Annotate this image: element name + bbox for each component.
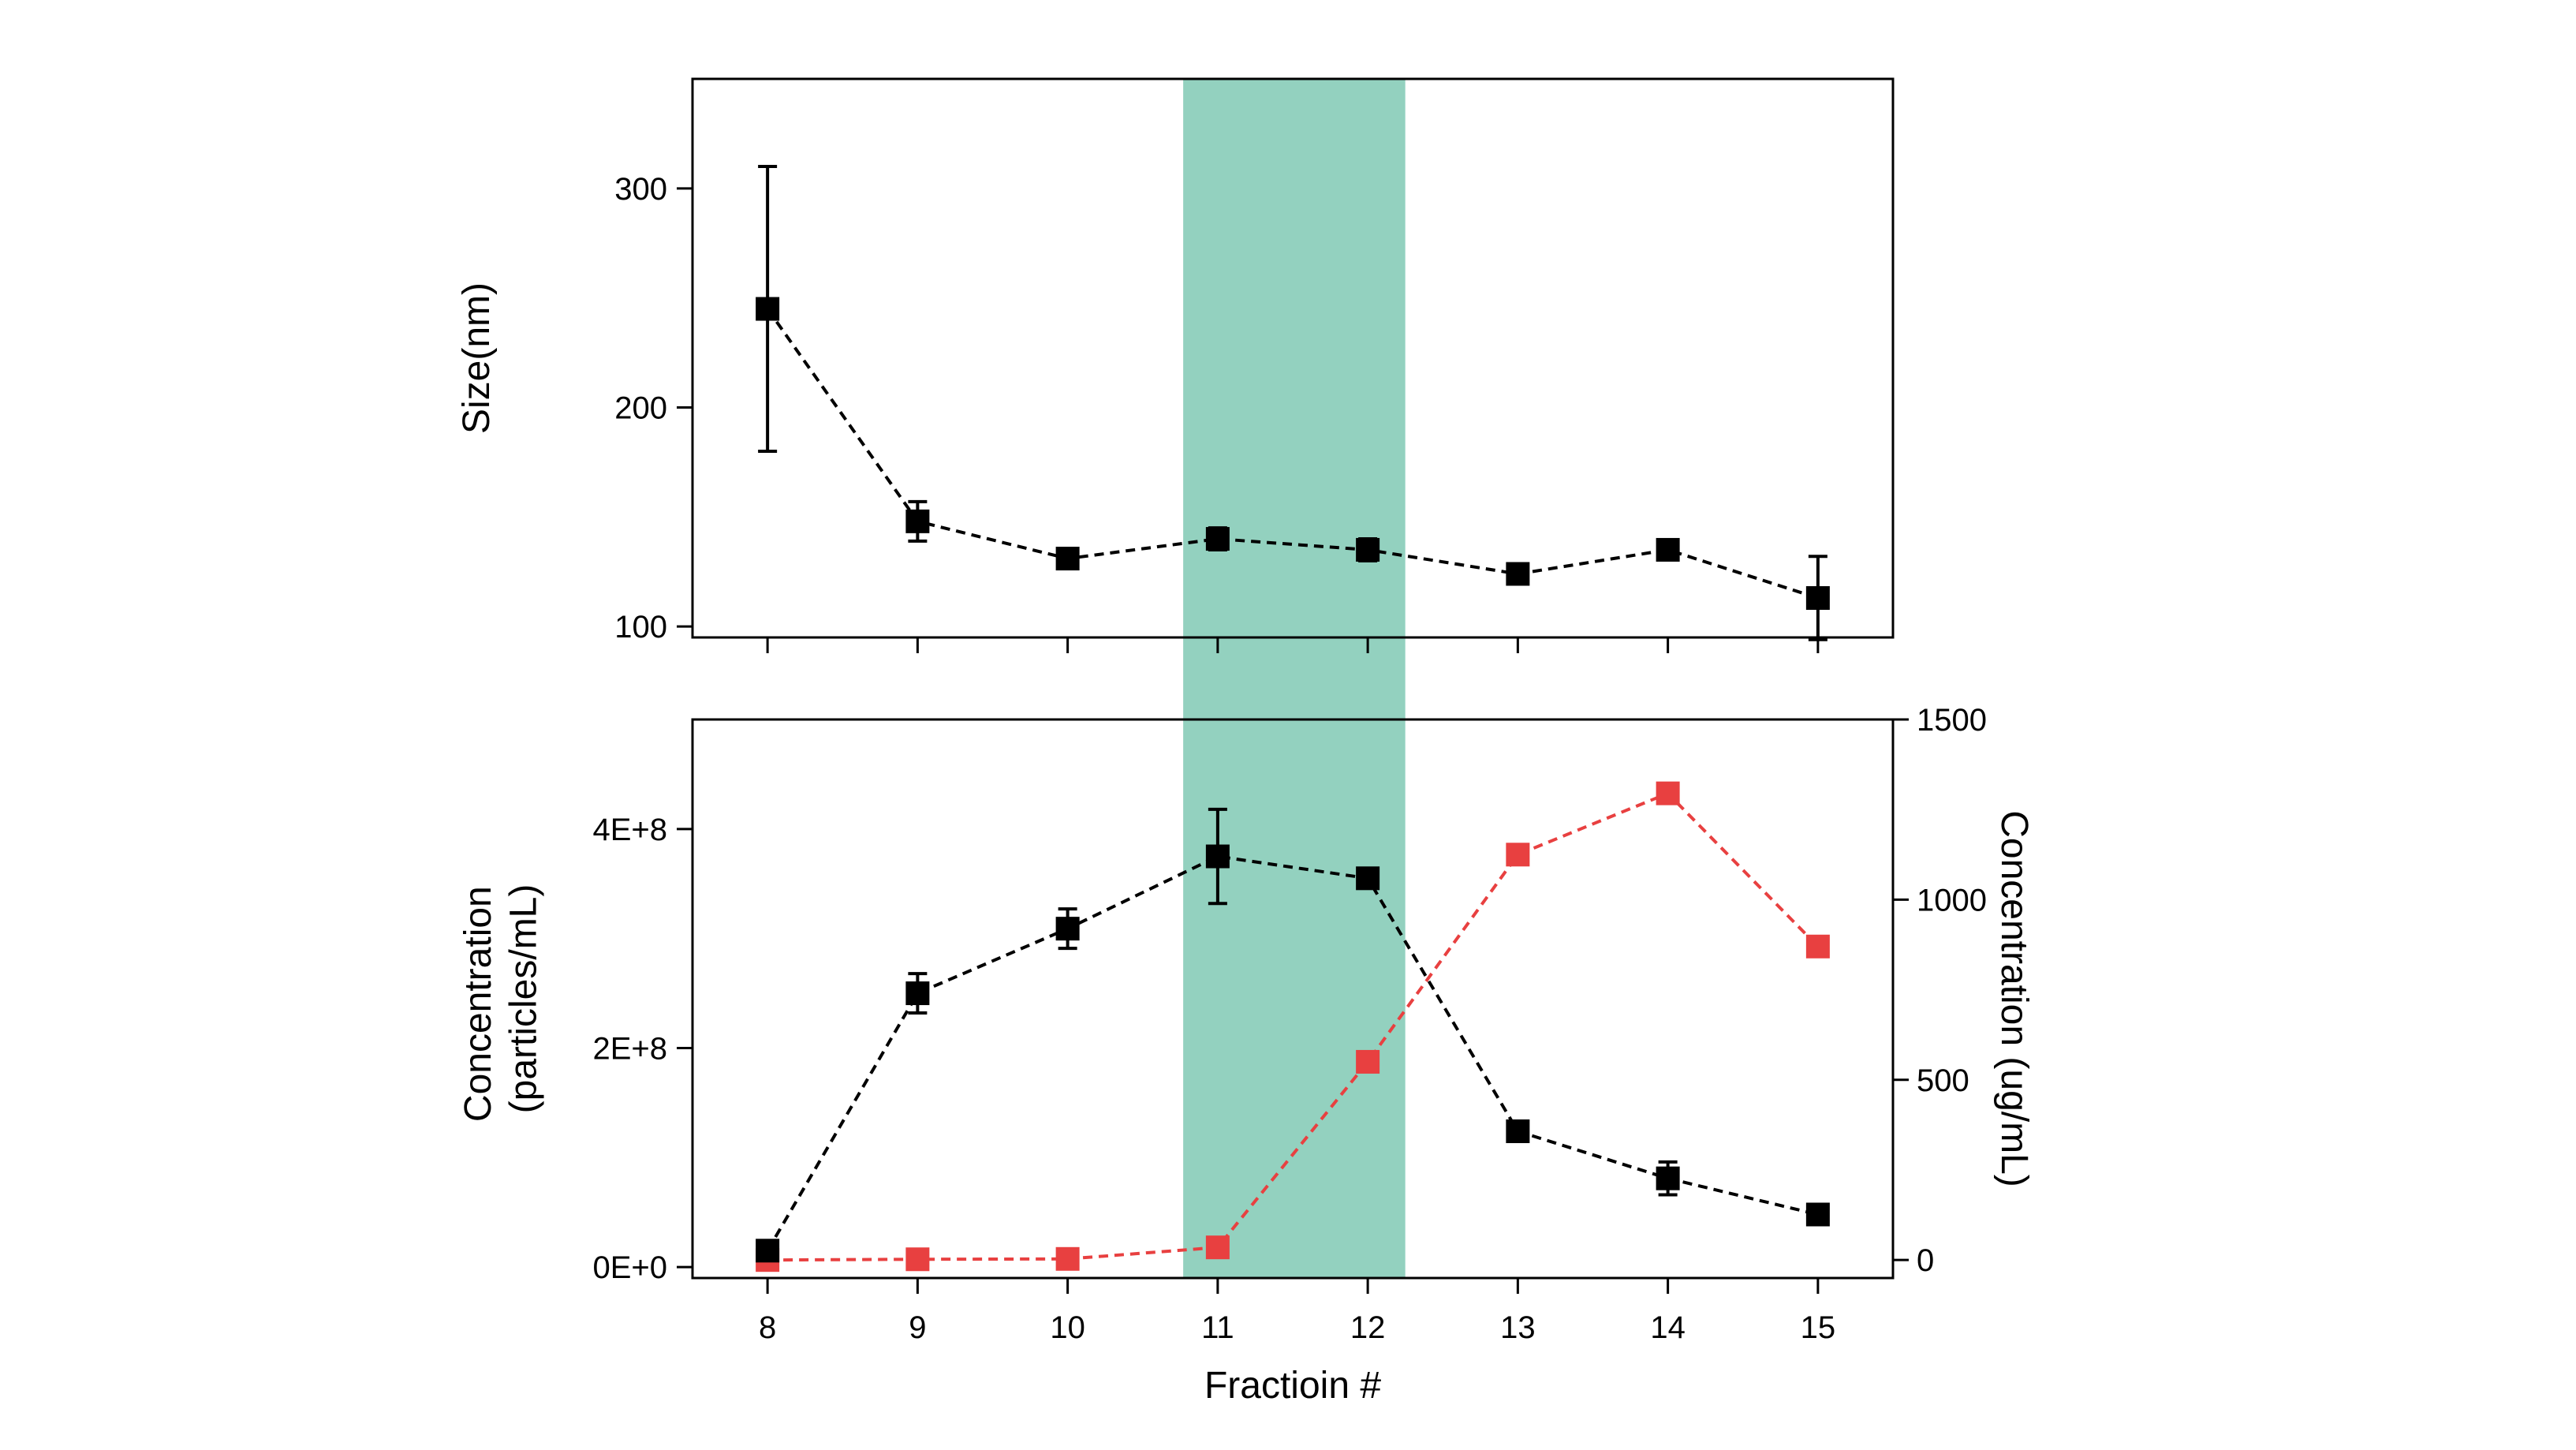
x-tick-label: 11 — [1201, 1310, 1234, 1345]
x-tick-label: 9 — [909, 1310, 926, 1345]
particle-concentration-line — [766, 854, 1819, 1252]
protein-concentration-point — [1205, 1235, 1230, 1260]
top-panel: 100 200 300 Size(nm) — [456, 77, 1895, 653]
size-point — [1356, 537, 1380, 562]
bottom-left-y-axis-title: Concentration (particles/mL) — [457, 876, 545, 1122]
bottom-left-y-axis-title-line-2: (particles/mL) — [503, 884, 545, 1114]
x-tick-label: 10 — [1050, 1310, 1085, 1345]
bottom-y2-tick-label: 500 — [1917, 1063, 1969, 1098]
x-tick-label: 13 — [1500, 1310, 1536, 1345]
bottom-x-axis: 8 9 10 11 12 13 14 15 — [759, 1278, 1835, 1345]
top-y-tick-label: 100 — [614, 610, 667, 645]
protein-concentration-point — [1506, 843, 1530, 867]
protein-concentration-point — [1356, 1049, 1380, 1074]
size-point — [1055, 547, 1080, 571]
protein-concentration-point — [1805, 934, 1830, 959]
bottom-right-y-axis: 0 500 1000 1500 — [1893, 703, 1987, 1278]
bottom-right-y-axis-title: Concentration (ug/mL) — [1993, 810, 2035, 1187]
protein-concentration-point — [1656, 781, 1680, 805]
top-y-axis-title: Size(nm) — [456, 282, 498, 434]
protein-concentration-line — [767, 791, 1820, 1262]
top-series — [756, 165, 1830, 641]
bottom-y-tick-label: 0E+0 — [592, 1250, 667, 1285]
size-point — [905, 509, 930, 533]
bottom-left-y-axis: 0E+0 2E+8 4E+8 — [592, 813, 693, 1285]
x-tick-label: 12 — [1350, 1310, 1386, 1345]
bottom-y2-tick-label: 0 — [1917, 1243, 1934, 1278]
top-y-axis: 100 200 300 — [614, 172, 693, 645]
bottom-y2-tick-label: 1500 — [1917, 703, 1987, 738]
size-line — [766, 308, 1819, 600]
size-point — [1656, 537, 1680, 562]
protein-concentration-point — [1055, 1246, 1080, 1271]
size-point — [756, 297, 780, 321]
top-x-axis — [766, 637, 1820, 653]
bottom-series — [756, 781, 1830, 1272]
particle-concentration-point — [1805, 1202, 1830, 1227]
particle-concentration-point — [1656, 1166, 1680, 1190]
bottom-left-y-axis-title-line-1: Concentration — [457, 886, 499, 1122]
particle-concentration-point — [1205, 844, 1230, 869]
x-tick-label: 15 — [1801, 1310, 1836, 1345]
bottom-panel: 0E+0 2E+8 4E+8 0 500 1000 1500 8 9 10 11 12 13 14 15… — [457, 703, 2035, 1407]
x-tick-label: 14 — [1650, 1310, 1686, 1345]
size-point — [1805, 586, 1830, 611]
particle-concentration-point — [905, 981, 930, 1006]
bottom-y2-tick-label: 1000 — [1917, 883, 1987, 917]
top-y-tick-label: 200 — [614, 391, 667, 425]
top-plot-frame — [691, 77, 1895, 639]
bottom-y-tick-label: 2E+8 — [592, 1031, 667, 1066]
bottom-plot-frame — [691, 718, 1895, 1280]
x-tick-label: 8 — [759, 1310, 776, 1345]
top-y-tick-label: 300 — [614, 172, 667, 207]
particle-concentration-point — [1055, 917, 1080, 941]
x-axis-title: Fractioin # — [1204, 1365, 1381, 1407]
particle-concentration-point — [1356, 866, 1380, 891]
particle-concentration-point — [756, 1239, 780, 1263]
bottom-y-tick-label: 4E+8 — [592, 813, 667, 847]
particle-concentration-point — [1506, 1119, 1530, 1143]
size-point — [1506, 562, 1530, 586]
size-point — [1205, 527, 1230, 551]
highlight-band — [1183, 79, 1406, 1278]
protein-concentration-point — [905, 1247, 930, 1272]
